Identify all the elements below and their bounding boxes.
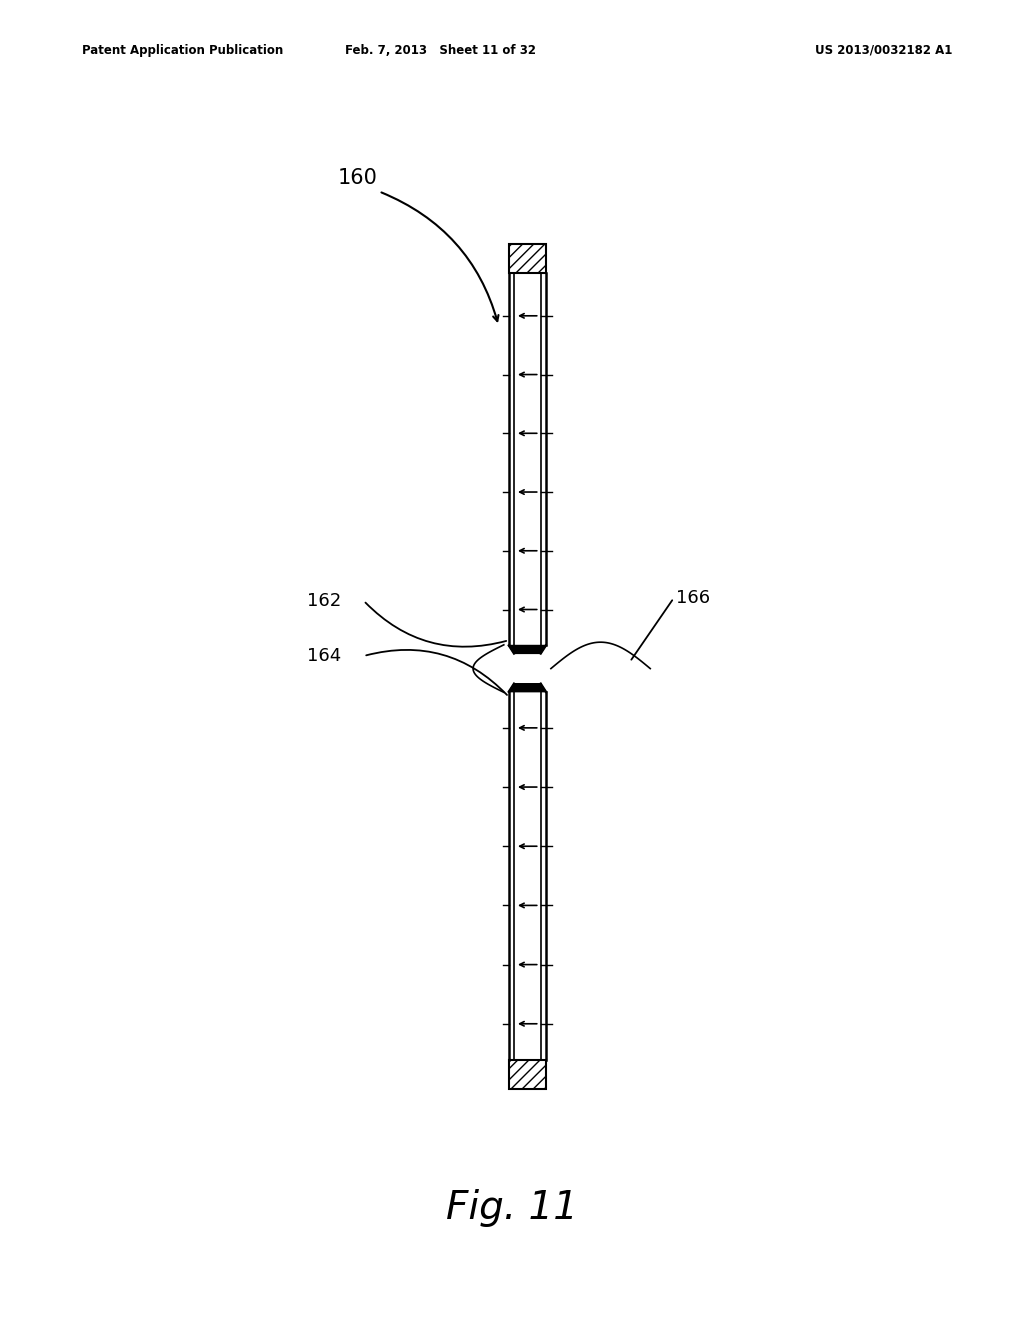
Polygon shape	[509, 684, 546, 692]
Text: 160: 160	[338, 168, 378, 189]
Bar	[509, 1060, 546, 1089]
Text: 166: 166	[676, 589, 710, 607]
Polygon shape	[509, 645, 546, 653]
Text: US 2013/0032182 A1: US 2013/0032182 A1	[815, 44, 952, 57]
Text: Fig. 11: Fig. 11	[446, 1189, 578, 1226]
Text: 164: 164	[307, 647, 341, 665]
Text: 162: 162	[307, 591, 341, 610]
Bar	[509, 244, 546, 273]
Text: Patent Application Publication: Patent Application Publication	[82, 44, 284, 57]
Text: Feb. 7, 2013   Sheet 11 of 32: Feb. 7, 2013 Sheet 11 of 32	[345, 44, 536, 57]
